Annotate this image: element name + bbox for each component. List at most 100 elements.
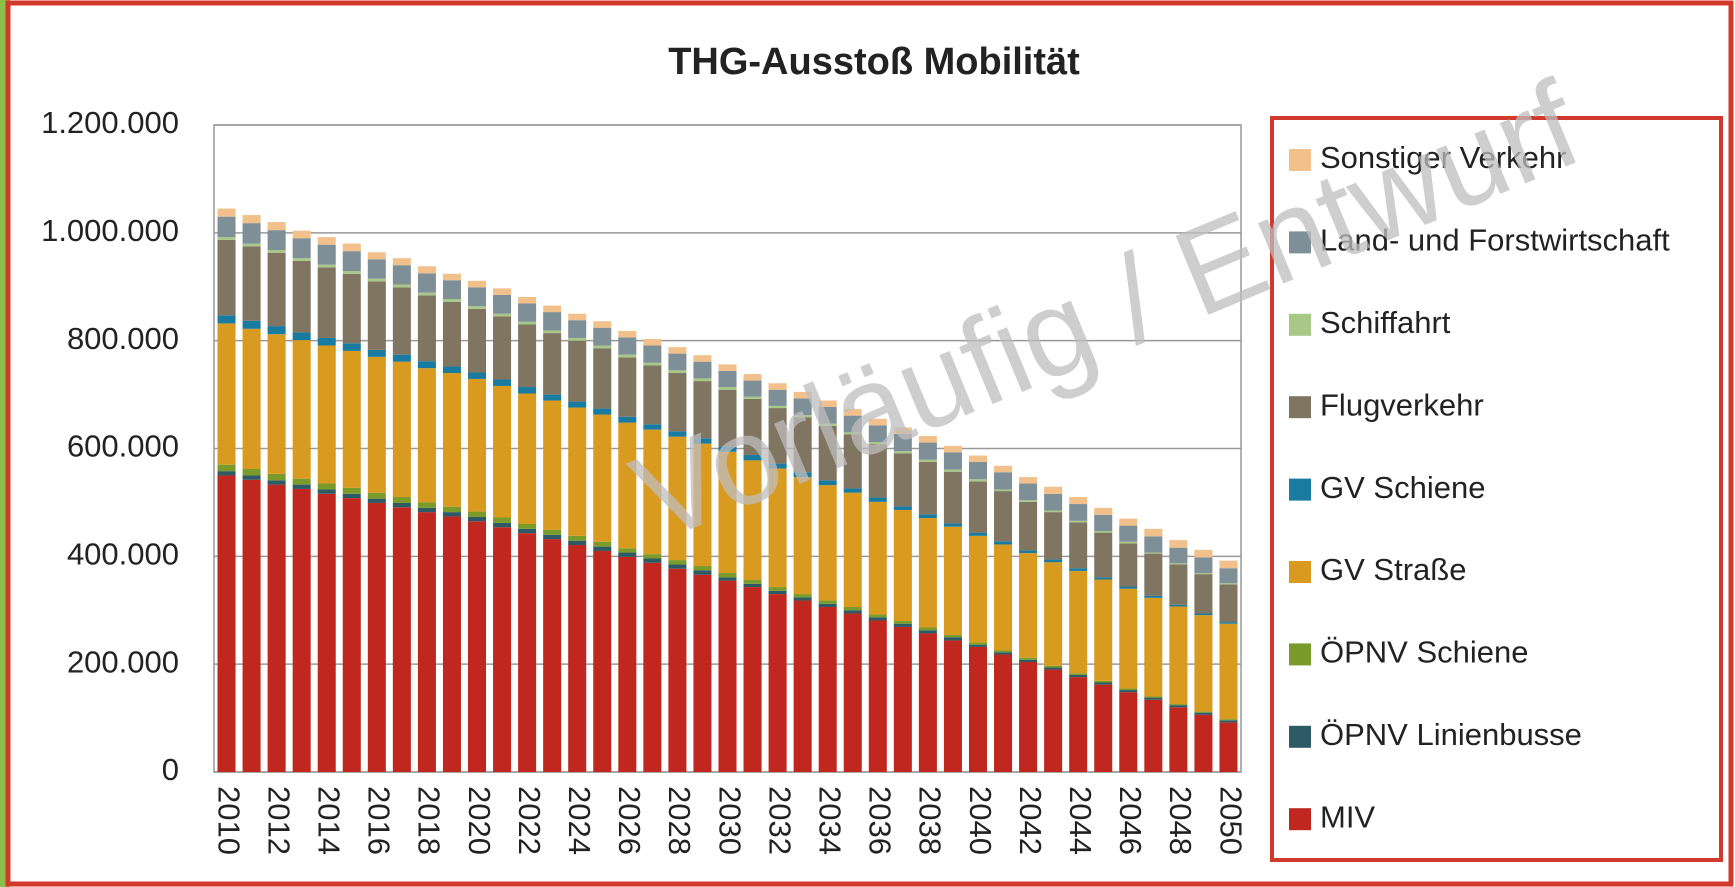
bar-segment: [843, 492, 862, 608]
bar-segment: [1119, 518, 1138, 526]
bar-segment: [793, 391, 812, 399]
bar-segment: [868, 418, 887, 426]
bar-segment: [1169, 704, 1188, 706]
bar-segment: [267, 480, 286, 485]
bar-segment: [768, 594, 787, 772]
bar-segment: [392, 497, 411, 503]
bar-segment: [1194, 557, 1213, 574]
bar-segment: [1069, 570, 1088, 674]
bar-segment: [467, 511, 487, 517]
bar-segment: [1169, 606, 1188, 705]
bar-segment: [818, 400, 837, 407]
bar-segment: [668, 560, 687, 565]
bar-segment: [317, 237, 336, 245]
x-tick-label: 2016: [362, 786, 397, 855]
bar-segment: [317, 267, 336, 338]
legend-label: Flugverkehr: [1320, 387, 1484, 422]
bar-segment: [267, 250, 286, 253]
outer-border: [5, 0, 1734, 887]
bar-segment: [267, 230, 286, 251]
bar-segment: [417, 273, 436, 293]
bar-segment: [643, 558, 662, 563]
bar-segment: [392, 361, 411, 498]
bar-segment: [1019, 657, 1038, 660]
bar-segment: [367, 259, 386, 279]
bar-segment: [843, 613, 862, 772]
bar-segment: [818, 607, 837, 772]
bar-segment: [1144, 699, 1163, 772]
bar-segment: [292, 484, 311, 489]
legend-swatch: [1289, 231, 1311, 254]
bar-segment: [643, 554, 662, 559]
bar-segment: [392, 502, 411, 508]
x-tick-label: 2026: [612, 786, 647, 855]
bar-segment: [442, 366, 461, 374]
bar-segment: [943, 452, 962, 470]
bar-segment: [317, 493, 336, 772]
bar-segment: [317, 483, 336, 490]
bar-segment: [568, 313, 587, 321]
x-tick-label: 2030: [712, 786, 747, 855]
bar-segment: [342, 487, 361, 494]
bar-segment: [1069, 568, 1088, 571]
bar-segment: [893, 621, 912, 624]
bar-segment: [242, 246, 261, 321]
bar-segment: [1094, 579, 1113, 681]
bar-segment: [893, 433, 912, 452]
bar-segment: [543, 529, 562, 535]
bar-segment: [518, 533, 537, 772]
bar-segment: [493, 294, 512, 314]
legend-swatch: [1289, 396, 1311, 419]
bar-segment: [1069, 673, 1088, 675]
bar-segment: [693, 574, 712, 772]
bar-segment: [442, 506, 461, 513]
bar-segment: [292, 340, 311, 479]
chart-title: THG-Ausstoß Mobilität: [668, 41, 1080, 83]
bar-segment: [467, 372, 487, 379]
bar-segment: [893, 427, 912, 434]
bar-segment: [618, 330, 637, 338]
bar-segment: [618, 422, 637, 549]
bar-segment: [1019, 550, 1038, 554]
bar-segment: [968, 642, 988, 645]
bar-segment: [467, 280, 487, 288]
bar-segment: [718, 387, 737, 390]
x-tick-label: 2042: [1013, 786, 1048, 855]
bar-segment: [292, 238, 311, 259]
x-tick-label: 2032: [762, 786, 797, 855]
bar-segment: [417, 292, 436, 296]
bar-segment: [493, 379, 512, 386]
bar-segment: [643, 362, 662, 366]
bar-segment: [1069, 504, 1088, 521]
bar-segment: [392, 284, 411, 288]
bar-segment: [1169, 604, 1188, 607]
bar-segment: [1119, 588, 1138, 689]
bar-segment: [1169, 547, 1188, 564]
bar-segment: [442, 280, 461, 300]
bar-segment: [818, 406, 837, 424]
legend-label: Schiffahrt: [1320, 305, 1451, 340]
bar-segment: [417, 512, 436, 772]
bar-segment: [367, 281, 386, 350]
bar-segment: [793, 398, 812, 416]
bar-segment: [568, 320, 587, 338]
bar-segment: [1119, 690, 1138, 693]
bar-segment: [493, 385, 512, 518]
bar-segment: [1069, 522, 1088, 569]
bar-segment: [818, 425, 837, 481]
bar-segment: [718, 577, 737, 581]
bar-segment: [342, 498, 361, 772]
bar-segment: [918, 630, 937, 634]
bar-segment: [968, 455, 988, 462]
bar-segment: [317, 489, 336, 494]
bar-segment: [1019, 500, 1038, 502]
bar-segment: [793, 415, 812, 418]
bar-segment: [292, 488, 311, 772]
x-tick-label: 2036: [863, 786, 898, 855]
bar-segment: [743, 374, 762, 381]
bar-segment: [868, 442, 887, 445]
legend-label: GV Straße: [1320, 552, 1466, 587]
x-tick-label: 2020: [462, 786, 497, 855]
